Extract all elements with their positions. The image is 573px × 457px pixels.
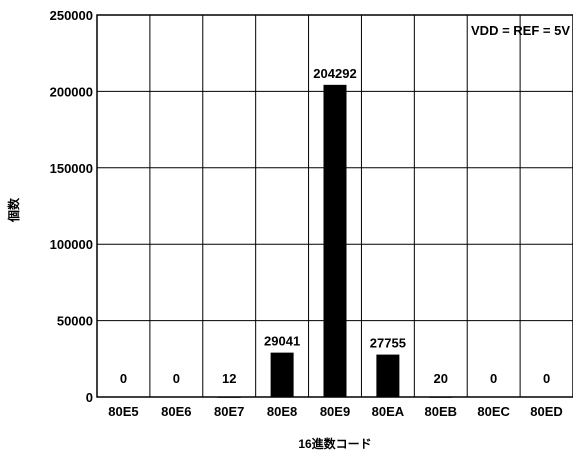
y-tick-label: 200000 xyxy=(50,84,93,99)
y-tick-labels: 0 50000 100000 150000 200000 250000 xyxy=(50,8,93,405)
x-tick-label-80e9: 80E9 xyxy=(320,404,350,419)
x-tick-label-80ed: 80ED xyxy=(530,404,563,419)
y-tick-label: 100000 xyxy=(50,237,93,252)
data-label-80ea: 27755 xyxy=(370,336,406,351)
x-tick-label-80ea: 80EA xyxy=(372,404,405,419)
x-tick-label-80e5: 80E5 xyxy=(108,404,138,419)
y-tick-label: 250000 xyxy=(50,8,93,23)
y-axis-title: 個数 xyxy=(6,197,21,223)
data-labels: 0 0 12 29041 204292 27755 20 0 0 xyxy=(120,66,550,386)
data-label-80ec: 0 xyxy=(490,371,497,386)
x-axis-title: 16進数コード xyxy=(298,436,371,451)
y-tick-label: 50000 xyxy=(57,314,93,329)
data-label-80e6: 0 xyxy=(173,371,180,386)
data-label-80e9: 204292 xyxy=(313,66,356,81)
bar-80e9 xyxy=(323,84,347,397)
data-label-80e5: 0 xyxy=(120,371,127,386)
x-tick-label-80e8: 80E8 xyxy=(267,404,297,419)
annotation-vdd-ref: VDD = REF = 5V xyxy=(471,23,570,38)
data-label-80ed: 0 xyxy=(543,371,550,386)
x-tick-label-80eb: 80EB xyxy=(425,404,458,419)
x-tick-label-80e7: 80E7 xyxy=(214,404,244,419)
data-label-80e8: 29041 xyxy=(264,334,300,349)
y-tick-label: 150000 xyxy=(50,161,93,176)
plot-frame xyxy=(96,14,573,398)
data-label-80eb: 20 xyxy=(434,371,448,386)
x-tick-labels: 80E5 80E6 80E7 80E8 80E9 80EA 80EB 80EC 80ED xyxy=(108,404,563,419)
data-label-80e7: 12 xyxy=(222,371,236,386)
bar-80ea xyxy=(376,354,400,397)
y-tick-label: 0 xyxy=(86,390,93,405)
bars xyxy=(217,84,453,398)
x-tick-label-80e6: 80E6 xyxy=(161,404,191,419)
x-tick-label-80ec: 80EC xyxy=(477,404,510,419)
bar-80e8 xyxy=(270,352,294,397)
